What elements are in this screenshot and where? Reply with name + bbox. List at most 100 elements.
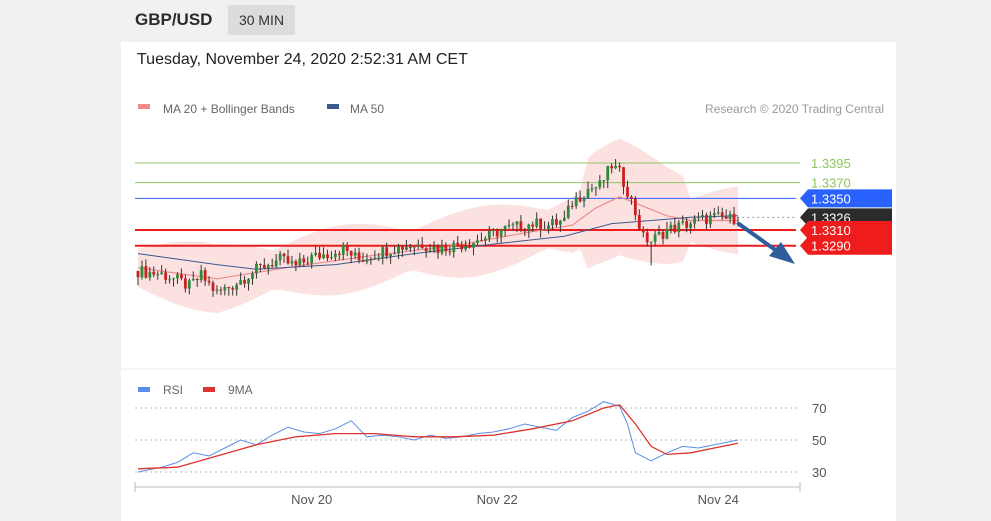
chart-panel: Tuesday, November 24, 2020 2:52:31 AM CE… (121, 42, 896, 521)
ma50-line (137, 215, 739, 270)
candle-body (156, 274, 160, 276)
candle-body (669, 224, 673, 230)
candle-body (247, 279, 250, 284)
level-tag-1.3350 (800, 189, 892, 208)
x-axis-ticks: Nov 20 Nov 22 Nov 24 (291, 492, 739, 507)
rsi-tick-50: 50 (812, 433, 826, 448)
candle-body (361, 260, 365, 262)
candle-body (685, 221, 689, 228)
candle-body (337, 253, 341, 255)
bollinger-bands (138, 138, 738, 313)
candle-body (357, 252, 361, 261)
level-label-1.3370: 1.3370 (811, 176, 851, 191)
candle-body (503, 226, 507, 230)
price-levels (135, 162, 800, 247)
candle-body (594, 187, 598, 189)
candle-body (602, 180, 606, 182)
candle-body (598, 180, 602, 188)
candle-body (326, 254, 329, 259)
candle-body (511, 224, 515, 226)
candle-body (266, 265, 270, 269)
candle-body (290, 261, 294, 264)
candle-body (428, 250, 432, 252)
x-tick-nov-24: Nov 24 (698, 492, 739, 507)
candle-body (562, 217, 566, 221)
candle-body (432, 246, 436, 251)
candle-body (365, 259, 369, 262)
candle-body (444, 245, 448, 252)
candle-body (708, 215, 712, 225)
candle-body (302, 258, 306, 263)
candle-body (724, 216, 728, 219)
candle-body (535, 218, 539, 227)
candle-body (653, 234, 657, 242)
candle-body (341, 244, 345, 255)
candle-body (551, 219, 554, 226)
candle-body (152, 271, 156, 275)
candle-body (527, 224, 531, 231)
candle-body (239, 280, 243, 285)
candle-body (393, 253, 396, 255)
candle-body (282, 253, 286, 257)
candle-body (574, 197, 578, 207)
candle-body (274, 260, 278, 267)
candle-body (223, 287, 227, 291)
candle-body (491, 229, 495, 231)
chart-datetime: Tuesday, November 24, 2020 2:52:31 AM CE… (137, 51, 468, 68)
candle-body (227, 287, 231, 289)
rsi-legend-label: RSI (163, 383, 183, 397)
candle-body (677, 222, 681, 233)
candle-body (499, 229, 503, 237)
candle-body (637, 215, 641, 229)
candle-body (183, 278, 187, 289)
level-tag-1.3310 (800, 220, 892, 239)
candle-body (622, 167, 625, 187)
candle-body (440, 245, 444, 254)
candle-body (408, 247, 412, 249)
candle-body (586, 188, 590, 199)
candle-body (555, 219, 558, 225)
candle-body (732, 213, 736, 225)
candle-body (412, 246, 416, 248)
candle-body (330, 257, 333, 259)
candle-body (519, 221, 523, 231)
ma20-legend-swatch (138, 104, 150, 109)
candle-body (570, 205, 574, 207)
timeframe-button[interactable]: 30 MIN (228, 5, 295, 35)
candle-body (369, 259, 373, 261)
candle-body (136, 270, 140, 278)
candle-body (258, 264, 262, 266)
candle-body (172, 278, 175, 280)
candle-body (397, 246, 400, 254)
candle-body (487, 230, 491, 239)
candle-body (531, 224, 535, 227)
candle-body (424, 248, 428, 252)
candle-body (590, 188, 594, 190)
candle-body (448, 251, 452, 253)
candle-body (645, 232, 649, 243)
rsi-legend-swatch (138, 387, 150, 392)
candle-body (689, 223, 693, 228)
candle-body (314, 252, 318, 256)
candle-body (176, 274, 179, 279)
candle-body (614, 165, 618, 169)
candle-body (219, 289, 223, 291)
symbol-label: GBP/USD (135, 10, 213, 29)
candle-body (270, 265, 274, 267)
candle-body (148, 271, 152, 278)
candle-body (211, 282, 215, 291)
candle-body (618, 165, 621, 168)
chart-header: GBP/USD 30 MIN (121, 0, 896, 42)
candle-body (262, 264, 266, 269)
rsi-gridlines: 70 50 30 (135, 401, 826, 480)
level-label-1.3290: 1.3290 (811, 239, 851, 254)
candle-body (251, 273, 254, 280)
level-tag-1.3290 (800, 236, 892, 255)
candle-body (243, 280, 246, 284)
candle-body (187, 280, 191, 289)
price-chart: MA 20 + Bollinger Bands MA 50 Research ©… (121, 102, 896, 507)
candle-body (322, 254, 325, 259)
candlesticks (136, 158, 740, 297)
candle-body (483, 238, 487, 241)
candle-body (306, 262, 310, 264)
